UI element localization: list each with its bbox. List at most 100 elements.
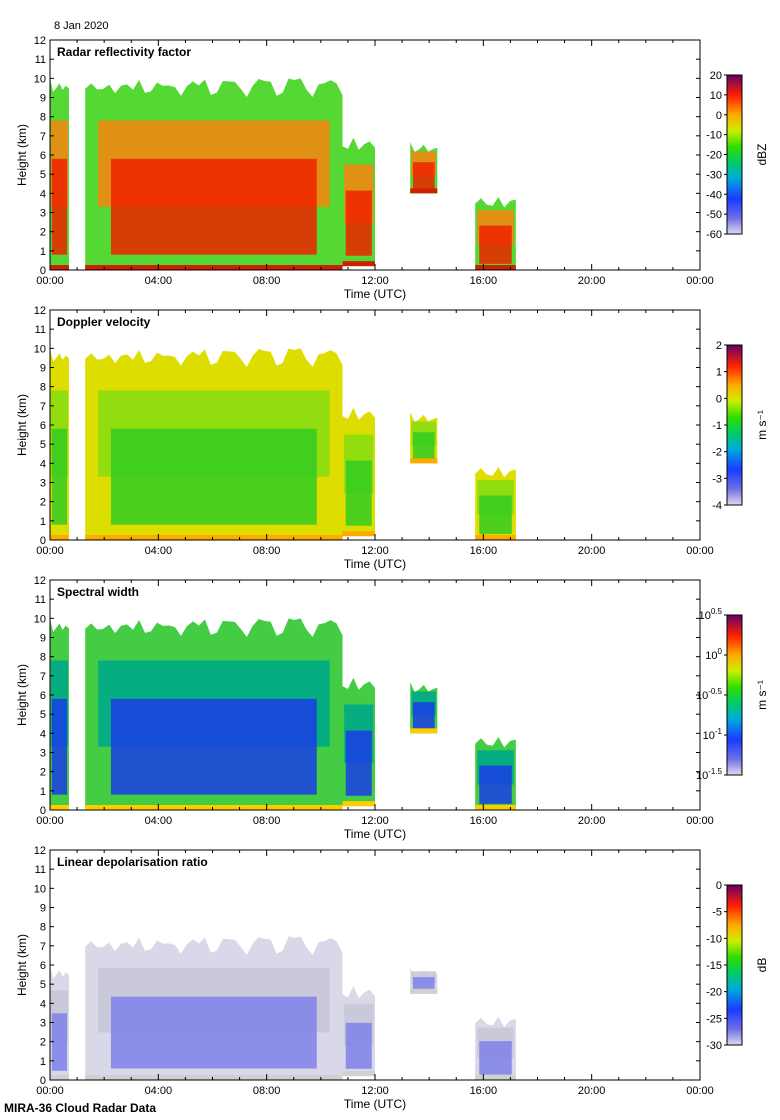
- y-tick-label: 0: [40, 805, 46, 817]
- x-tick-label: 20:00: [578, 1085, 606, 1097]
- y-tick-label: 0: [40, 535, 46, 547]
- region-base: [85, 265, 343, 270]
- y-tick-label: 2: [40, 227, 46, 239]
- colorbar-tick-label: -3: [712, 473, 722, 485]
- y-tick-label: 5: [40, 439, 46, 451]
- colorbar-exponent: 0: [718, 647, 723, 656]
- region-core: [345, 460, 372, 526]
- cloud-region: [50, 348, 69, 540]
- cloud-region: [475, 467, 516, 540]
- colorbar-tick-label: -2: [712, 447, 722, 459]
- cloud-region: [342, 986, 375, 1077]
- x-tick-label: 08:00: [253, 815, 281, 827]
- cloud-region: [475, 1016, 516, 1080]
- y-tick-label: 2: [40, 767, 46, 779]
- colorbar-tick-label: -1: [712, 420, 722, 432]
- y-tick-label: 8: [40, 922, 46, 934]
- heatmap-field: [50, 850, 516, 1080]
- colorbar-tick-label: -20: [706, 987, 722, 999]
- y-tick-label: 3: [40, 208, 46, 220]
- region-core: [479, 495, 512, 534]
- x-tick-label: 04:00: [145, 275, 173, 287]
- colorbar: [726, 614, 743, 776]
- cloud-region: [410, 682, 438, 734]
- y-tick-label: 10: [34, 343, 46, 355]
- y-axis-label: Height (km): [15, 124, 29, 186]
- y-tick-label: 5: [40, 709, 46, 721]
- date-label: 8 Jan 2020: [54, 20, 109, 32]
- cloud-region: [410, 412, 438, 464]
- colorbar-tick-label: 0: [716, 110, 722, 122]
- region-core: [345, 730, 372, 796]
- y-tick-label: 1: [40, 246, 46, 258]
- x-tick-label: 08:00: [253, 1085, 281, 1097]
- y-tick-label: 5: [40, 979, 46, 991]
- region-core: [51, 1013, 68, 1071]
- colorbar-tick-label: -40: [706, 189, 722, 201]
- y-tick-label: 1: [40, 786, 46, 798]
- region-base: [410, 988, 438, 994]
- colorbar-tick-label: -4: [712, 500, 722, 512]
- y-tick-label: 1: [40, 1056, 46, 1068]
- colorbar-exponent: -1.5: [708, 767, 722, 776]
- colorbar-tick-label: -20: [706, 150, 722, 162]
- region-core: [110, 428, 317, 525]
- colorbar-tick-label: 1: [716, 367, 722, 379]
- x-tick-label: 12:00: [361, 815, 389, 827]
- cloud-region: [342, 407, 375, 537]
- panel-title: Linear depolarisation ratio: [57, 855, 208, 869]
- colorbar-tick-label: 20: [710, 70, 722, 82]
- colorbar-tick-label: 0: [716, 880, 722, 892]
- cloud-region: [342, 677, 375, 807]
- colorbar-tick-label: 10-0.5: [696, 687, 723, 702]
- colorbar-tick-label: -5: [712, 907, 722, 919]
- x-tick-label: 00:00: [686, 815, 714, 827]
- region-core: [51, 428, 68, 525]
- y-tick-label: 2: [40, 497, 46, 509]
- y-tick-label: 5: [40, 169, 46, 181]
- region-base: [85, 805, 343, 810]
- region-core: [51, 698, 68, 795]
- y-tick-label: 11: [35, 864, 46, 876]
- region-base: [342, 801, 375, 807]
- y-tick-label: 9: [40, 93, 46, 105]
- region-base: [50, 805, 69, 810]
- cloud-region: [50, 618, 69, 810]
- y-tick-label: 7: [40, 671, 46, 683]
- colorbar-tick-label: 10-1: [703, 727, 723, 742]
- colorbar-tick-label: -30: [706, 1040, 722, 1052]
- y-tick-label: 7: [40, 941, 46, 953]
- x-tick-label: 16:00: [470, 1085, 498, 1097]
- colorbar-tick-label: 10-1.5: [696, 767, 723, 782]
- region-core: [110, 996, 317, 1069]
- data-gap: [69, 40, 85, 270]
- y-tick-label: 2: [40, 1037, 46, 1049]
- region-base: [475, 805, 516, 810]
- panel-title: Spectral width: [57, 585, 139, 599]
- heatmap-field: [50, 580, 516, 810]
- colorbar-unit: dBZ: [755, 143, 769, 165]
- region-base: [50, 265, 69, 270]
- y-tick-label: 9: [40, 633, 46, 645]
- region-base: [475, 535, 516, 540]
- colorbar-tick-label: -30: [706, 169, 722, 181]
- region-base: [410, 188, 438, 194]
- x-tick-label: 12:00: [361, 275, 389, 287]
- region-base: [342, 531, 375, 537]
- y-tick-label: 7: [40, 401, 46, 413]
- colorbar-tick-label: 100: [705, 647, 722, 662]
- region-base: [342, 1071, 375, 1077]
- heatmap-field: [50, 310, 516, 540]
- x-tick-label: 20:00: [578, 545, 606, 557]
- x-axis-label: Time (UTC): [344, 287, 406, 301]
- region-base: [50, 1075, 69, 1080]
- x-tick-label: 00:00: [686, 275, 714, 287]
- colorbar-unit: dB: [755, 958, 769, 973]
- x-tick-label: 12:00: [361, 545, 389, 557]
- region-core: [345, 190, 372, 256]
- colorbar-tick-label: -50: [706, 209, 722, 221]
- data-gap: [69, 580, 85, 810]
